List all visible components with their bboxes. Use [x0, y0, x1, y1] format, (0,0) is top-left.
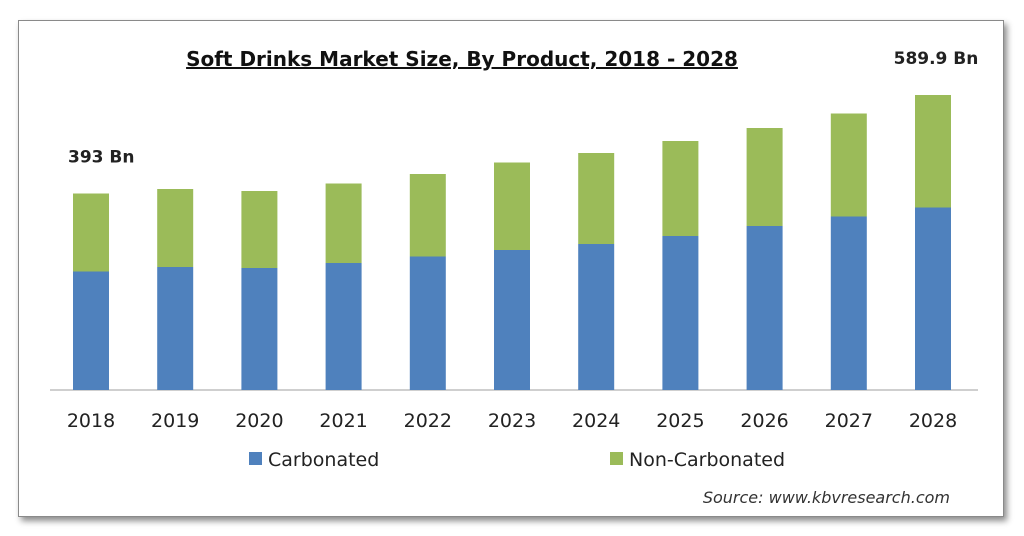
chart-title: Soft Drinks Market Size, By Product, 201…: [186, 47, 738, 71]
bars-group: [73, 95, 951, 390]
bar-non-carbonated-2020: [241, 191, 278, 268]
x-tick-label-2028: 2028: [909, 410, 957, 432]
legend-label-carbonated: Carbonated: [268, 449, 379, 471]
bar-non-carbonated-2024: [578, 153, 615, 244]
total-label-2028: 589.9 Bn: [894, 49, 979, 69]
x-tick-label-2022: 2022: [404, 410, 452, 432]
bar-carbonated-2023: [494, 250, 530, 390]
bar-carbonated-2021: [325, 263, 362, 390]
x-tick-label-2024: 2024: [572, 410, 620, 432]
x-tick-label-2025: 2025: [656, 410, 704, 432]
bar-carbonated-2019: [157, 267, 194, 390]
legend-swatch-carbonated: [249, 452, 262, 465]
total-label-2018: 393 Bn: [68, 148, 134, 168]
bar-carbonated-2026: [746, 226, 783, 390]
bar-non-carbonated-2019: [157, 189, 194, 267]
x-tick-label-2018: 2018: [67, 410, 115, 432]
bar-carbonated-2028: [915, 207, 951, 390]
bar-non-carbonated-2023: [494, 162, 530, 250]
x-tick-label-2020: 2020: [235, 410, 283, 432]
bar-non-carbonated-2026: [746, 128, 783, 226]
x-tick-label-2023: 2023: [488, 410, 536, 432]
bar-carbonated-2020: [241, 268, 278, 390]
bar-non-carbonated-2028: [915, 95, 951, 208]
total-annotations: 393 Bn 589.9 Bn: [68, 49, 978, 168]
legend-label-non-carbonated: Non-Carbonated: [629, 449, 785, 471]
bar-non-carbonated-2022: [409, 174, 446, 257]
bar-non-carbonated-2027: [830, 113, 867, 217]
x-tick-label-2021: 2021: [319, 410, 367, 432]
legend: Carbonated Non-Carbonated: [249, 449, 785, 471]
x-tick-label-2026: 2026: [740, 410, 788, 432]
x-tick-label-2019: 2019: [151, 410, 199, 432]
source-note: Source: www.kbvresearch.com: [703, 488, 950, 507]
bar-carbonated-2024: [578, 244, 615, 390]
bar-carbonated-2027: [830, 216, 867, 390]
bar-carbonated-2022: [409, 256, 446, 390]
x-tick-labels: 2018 2019 2020 2021 2022 2023 2024 2025 2026 2027…: [67, 410, 957, 432]
bar-carbonated-2025: [662, 236, 699, 390]
legend-swatch-non-carbonated: [610, 452, 623, 465]
bar-non-carbonated-2025: [662, 141, 699, 236]
bar-non-carbonated-2018: [73, 193, 109, 272]
bar-carbonated-2018: [73, 271, 109, 390]
bar-non-carbonated-2021: [325, 183, 362, 263]
x-tick-label-2027: 2027: [825, 410, 873, 432]
